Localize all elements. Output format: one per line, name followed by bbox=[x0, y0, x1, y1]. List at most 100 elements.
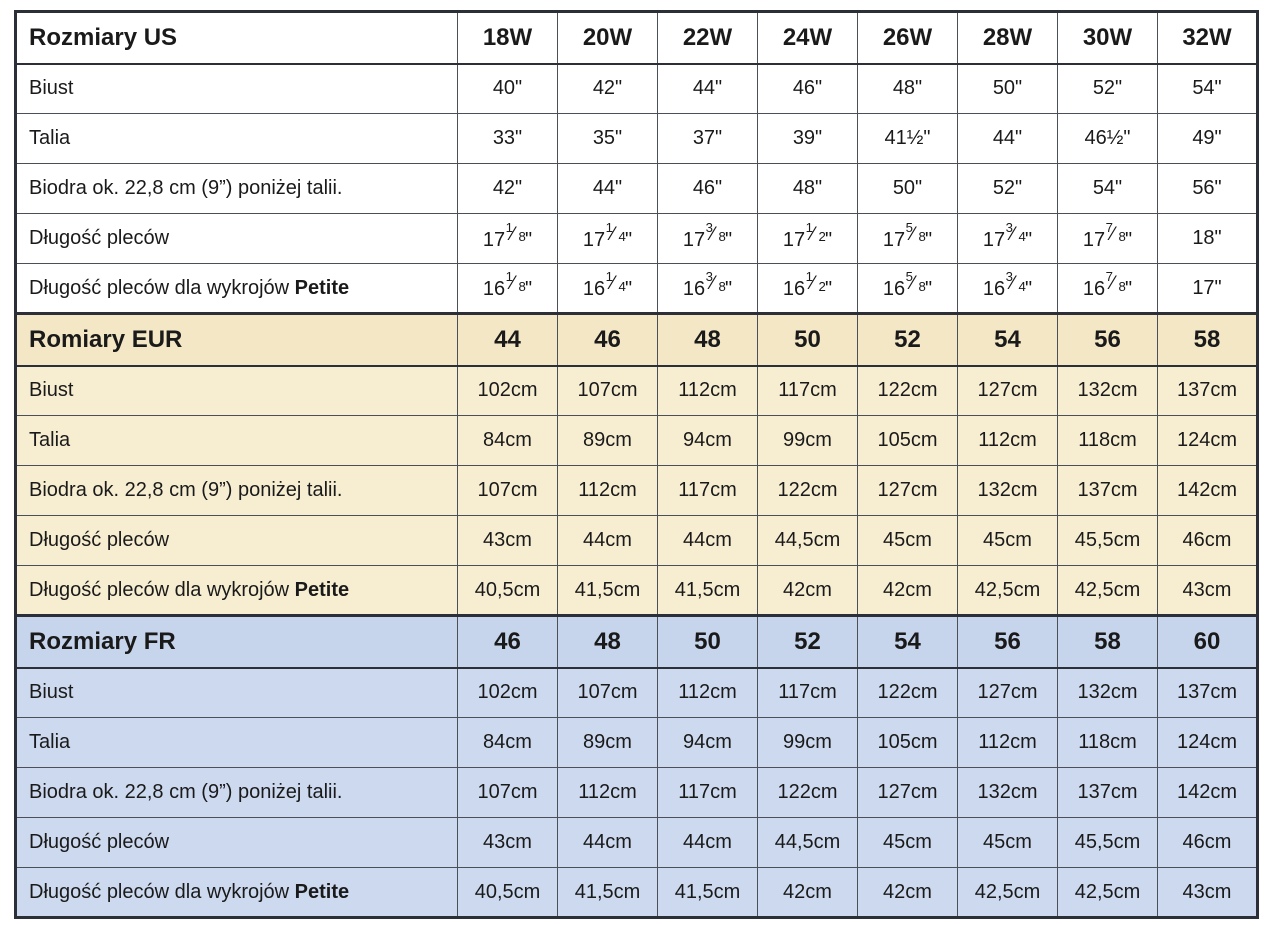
cell-fr-3-1: 44cm bbox=[557, 817, 658, 868]
fraction-denominator: 4 bbox=[1018, 278, 1026, 294]
fraction: 1 ⁄ 8 bbox=[506, 269, 526, 295]
cell-fr-2-1: 112cm bbox=[557, 767, 658, 818]
fraction-numerator: 5 bbox=[905, 219, 913, 235]
table-row: Biust 102cm 107cm 112cm 117cm 122cm 127cm 132cm… bbox=[15, 667, 1258, 718]
cell-us-3-1: 17 1 ⁄ 4 " bbox=[557, 213, 658, 264]
cell-fr-4-3: 42cm bbox=[757, 867, 858, 918]
cell-us-4-2: 16 3 ⁄ 8 " bbox=[657, 263, 758, 314]
size-header-fr-1: 48 bbox=[557, 614, 658, 669]
cell-fr-1-3: 99cm bbox=[757, 717, 858, 768]
cell-eur-3-1: 44cm bbox=[557, 515, 658, 566]
fraction-slash: ⁄ bbox=[611, 273, 615, 295]
section-us: Rozmiary US 18W 20W 22W 24W 26W 28W 30W 32W Biust… bbox=[15, 11, 1258, 314]
cell-fr-0-6: 132cm bbox=[1057, 667, 1158, 718]
cell-eur-4-7: 43cm bbox=[1157, 565, 1258, 616]
cell-eur-3-3: 44,5cm bbox=[757, 515, 858, 566]
cell-fr-4-5: 42,5cm bbox=[957, 867, 1058, 918]
cell-eur-3-5: 45cm bbox=[957, 515, 1058, 566]
fraction-numerator: 3 bbox=[1005, 219, 1013, 235]
cell-us-2-5: 52" bbox=[957, 163, 1058, 214]
cell-us-3-0: 17 1 ⁄ 8 " bbox=[457, 213, 558, 264]
table-row: Długość pleców dla wykrojów Petite 40,5cm… bbox=[15, 867, 1258, 918]
fraction-slash: ⁄ bbox=[1111, 223, 1115, 245]
cell-eur-2-3: 122cm bbox=[757, 465, 858, 516]
fraction: 5 ⁄ 8 bbox=[906, 269, 926, 295]
section-title-fr: Rozmiary FR bbox=[15, 614, 458, 669]
cell-eur-0-4: 122cm bbox=[857, 365, 958, 416]
cell-eur-3-7: 46cm bbox=[1157, 515, 1258, 566]
fraction-numerator: 3 bbox=[705, 219, 713, 235]
cell-fr-3-4: 45cm bbox=[857, 817, 958, 868]
fraction-denominator: 8 bbox=[1118, 278, 1126, 294]
table-row: Długość pleców dla wykrojów Petite 40,5cm… bbox=[15, 565, 1258, 616]
fraction: 3 ⁄ 4 bbox=[1006, 269, 1026, 295]
cell-eur-2-4: 127cm bbox=[857, 465, 958, 516]
cell-us-1-0: 33" bbox=[457, 113, 558, 164]
cell-us-1-7: 49" bbox=[1157, 113, 1258, 164]
cell-us-2-3: 48" bbox=[757, 163, 858, 214]
size-header-us-1: 20W bbox=[557, 11, 658, 65]
cell-us-0-6: 52" bbox=[1057, 63, 1158, 114]
table-row: Biust 102cm 107cm 112cm 117cm 122cm 127cm 132cm… bbox=[15, 365, 1258, 416]
cell-us-4-3: 16 1 ⁄ 2 " bbox=[757, 263, 858, 314]
size-header-eur-5: 54 bbox=[957, 312, 1058, 367]
table-row: Talia 84cm 89cm 94cm 99cm 105cm 112cm 118cm 124c… bbox=[15, 415, 1258, 466]
size-header-fr-4: 54 bbox=[857, 614, 958, 669]
cell-eur-1-2: 94cm bbox=[657, 415, 758, 466]
cell-eur-1-7: 124cm bbox=[1157, 415, 1258, 466]
cell-us-0-4: 48" bbox=[857, 63, 958, 114]
cell-us-3-5: 17 3 ⁄ 4 " bbox=[957, 213, 1058, 264]
size-header-us-6: 30W bbox=[1057, 11, 1158, 65]
cell-eur-1-0: 84cm bbox=[457, 415, 558, 466]
cell-fr-2-0: 107cm bbox=[457, 767, 558, 818]
cell-fr-4-7: 43cm bbox=[1157, 867, 1258, 918]
cell-eur-1-3: 99cm bbox=[757, 415, 858, 466]
row-label-fr-2: Biodra ok. 22,8 cm (9”) poniżej talii. bbox=[15, 767, 458, 818]
fraction-denominator: 4 bbox=[618, 229, 626, 245]
cell-fr-3-0: 43cm bbox=[457, 817, 558, 868]
cell-eur-4-2: 41,5cm bbox=[657, 565, 758, 616]
fraction-denominator: 2 bbox=[818, 229, 826, 245]
row-label-fr-4: Długość pleców dla wykrojów Petite bbox=[15, 867, 458, 918]
row-label-us-3: Długość pleców bbox=[15, 213, 458, 264]
fraction-numerator: 5 bbox=[905, 269, 913, 285]
cell-fr-1-7: 124cm bbox=[1157, 717, 1258, 768]
table-row: Długość pleców 43cm 44cm 44cm 44,5cm 45cm 45cm… bbox=[15, 817, 1258, 868]
fraction: 3 ⁄ 8 bbox=[706, 269, 726, 295]
cell-eur-0-6: 132cm bbox=[1057, 365, 1158, 416]
fraction-slash: ⁄ bbox=[1011, 273, 1015, 295]
cell-us-1-4: 41½" bbox=[857, 113, 958, 164]
cell-fr-0-3: 117cm bbox=[757, 667, 858, 718]
cell-us-2-0: 42" bbox=[457, 163, 558, 214]
cell-fr-2-6: 137cm bbox=[1057, 767, 1158, 818]
row-label-us-2: Biodra ok. 22,8 cm (9”) poniżej talii. bbox=[15, 163, 458, 214]
cell-eur-4-5: 42,5cm bbox=[957, 565, 1058, 616]
fraction-denominator: 8 bbox=[718, 229, 726, 245]
cell-us-0-7: 54" bbox=[1157, 63, 1258, 114]
row-label-us-1: Talia bbox=[15, 113, 458, 164]
cell-fr-2-2: 117cm bbox=[657, 767, 758, 818]
cell-us-4-5: 16 3 ⁄ 4 " bbox=[957, 263, 1058, 314]
fraction-denominator: 8 bbox=[518, 229, 526, 245]
cell-eur-2-1: 112cm bbox=[557, 465, 658, 516]
fraction-slash: ⁄ bbox=[711, 223, 715, 245]
cell-fr-4-1: 41,5cm bbox=[557, 867, 658, 918]
size-header-eur-2: 48 bbox=[657, 312, 758, 367]
cell-fr-4-4: 42cm bbox=[857, 867, 958, 918]
cell-fr-2-5: 132cm bbox=[957, 767, 1058, 818]
cell-eur-4-4: 42cm bbox=[857, 565, 958, 616]
fraction-numerator: 1 bbox=[605, 219, 613, 235]
cell-fr-2-7: 142cm bbox=[1157, 767, 1258, 818]
fraction-slash: ⁄ bbox=[511, 273, 515, 295]
cell-fr-4-6: 42,5cm bbox=[1057, 867, 1158, 918]
cell-us-1-6: 46½" bbox=[1057, 113, 1158, 164]
cell-fr-4-2: 41,5cm bbox=[657, 867, 758, 918]
cell-fr-3-7: 46cm bbox=[1157, 817, 1258, 868]
cell-fr-1-1: 89cm bbox=[557, 717, 658, 768]
section-title-us: Rozmiary US bbox=[15, 11, 458, 65]
size-header-eur-6: 56 bbox=[1057, 312, 1158, 367]
cell-eur-0-7: 137cm bbox=[1157, 365, 1258, 416]
cell-fr-0-4: 122cm bbox=[857, 667, 958, 718]
cell-fr-2-4: 127cm bbox=[857, 767, 958, 818]
cell-us-1-3: 39" bbox=[757, 113, 858, 164]
